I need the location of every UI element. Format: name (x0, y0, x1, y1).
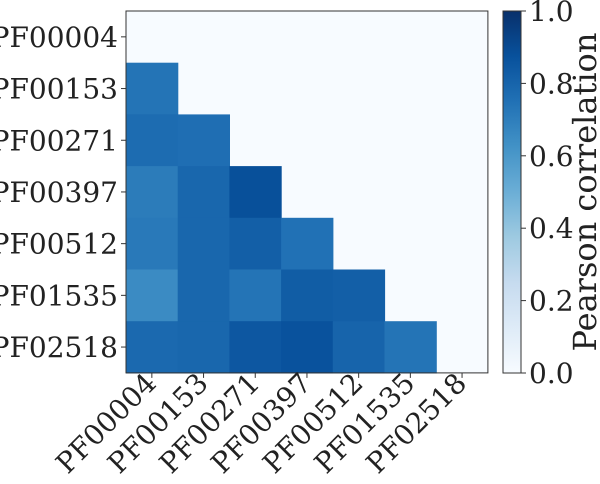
colorbar (502, 10, 522, 374)
colorbar-tick-label: 1.0 (529, 0, 574, 28)
y-tick-label: PF00512 (0, 228, 118, 261)
heatmap-cell-PF02518-PF00271 (229, 321, 282, 374)
y-tick-label: PF01535 (0, 279, 118, 312)
y-tick-labels: PF00004 PF00153 PF00271 PF00397 PF00512 PF015… (0, 21, 126, 364)
y-tick-label: PF00271 (0, 124, 118, 157)
heatmap-cells (126, 11, 488, 374)
colorbar-tick-label: 0.2 (529, 285, 574, 318)
heatmap-cell-PF00512-PF00271 (229, 217, 282, 271)
heatmap-cell-PF00512-PF00153 (177, 217, 230, 271)
y-tick-label: PF00397 (0, 176, 118, 209)
heatmap-cell-PF02518-PF00153 (177, 321, 230, 374)
colorbar-tick-label: 0.8 (529, 67, 574, 100)
heatmap-cell-PF02518-PF01535 (384, 321, 437, 374)
y-tick-label: PF00153 (0, 73, 118, 106)
y-tick-label: PF00004 (0, 21, 118, 54)
heatmap-cell-PF01535-PF00397 (281, 269, 334, 322)
heatmap-cell-PF00153-PF00004 (126, 62, 179, 115)
heatmap-cell-PF00397-PF00004 (126, 166, 179, 219)
y-tick-label: PF02518 (0, 331, 118, 364)
heatmap-cell-PF02518-PF00512 (332, 321, 386, 374)
colorbar-label: Pearson correlation (566, 33, 600, 352)
x-tick-labels: PF00004PF00153PF00271PF00397PF00512PF015… (49, 367, 473, 480)
heatmap-cell-PF01535-PF00004 (126, 269, 179, 322)
colorbar-tick-label: 0.0 (529, 357, 574, 390)
heatmap-cell-PF01535-PF00512 (332, 269, 386, 322)
heatmap-cell-PF00397-PF00153 (177, 166, 230, 219)
heatmap-cell-PF01535-PF00271 (229, 269, 282, 322)
heatmap-cell-PF02518-PF00397 (281, 321, 334, 374)
colorbar-tick-label: 0.4 (529, 212, 574, 245)
heatmap-cell-PF00271-PF00153 (177, 114, 230, 167)
heatmap-cell-PF00512-PF00004 (126, 217, 179, 271)
heatmap-cell-PF00512-PF00397 (281, 217, 334, 271)
heatmap-cell-PF01535-PF00153 (177, 269, 230, 322)
heatmap-cell-PF02518-PF00004 (126, 321, 179, 374)
colorbar-tick-label: 0.6 (529, 140, 574, 173)
heatmap-cell-PF00397-PF00271 (229, 166, 282, 219)
colorbar-ticks: 0.0 0.2 0.4 0.6 0.8 1.0 (521, 0, 574, 390)
heatmap-cell-PF00271-PF00004 (126, 114, 179, 167)
